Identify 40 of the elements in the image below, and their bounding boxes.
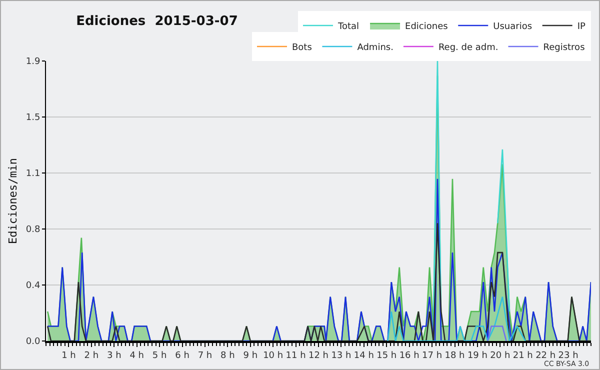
x-tick-label: 22 h: [536, 350, 556, 361]
legend-label: Ediciones: [405, 22, 448, 32]
x-tick-label: 10 h: [263, 350, 284, 361]
line-series: [387, 296, 526, 341]
x-tick-label: 9 h: [243, 350, 258, 361]
x-tick-label: 14 h: [354, 350, 374, 361]
legend-label: IP: [577, 22, 586, 32]
x-tick-label: 5 h: [152, 350, 167, 361]
x-tick-label: 21 h: [512, 350, 533, 361]
x-tick-label: 3 h: [106, 350, 122, 361]
y-tick-label: 1.9: [26, 57, 40, 68]
legend-label: Reg. de adm.: [438, 43, 498, 54]
x-tick-label: 17 h: [422, 350, 442, 361]
x-tick-label: 18 h: [444, 350, 465, 361]
x-tick-label: 6 h: [175, 350, 190, 361]
x-tick-label: 20 h: [490, 350, 510, 361]
x-tick-label: 2 h: [84, 350, 99, 361]
legend-label: Total: [337, 22, 360, 32]
legend-label: Bots: [292, 43, 312, 54]
x-tick-label: 12 h: [308, 350, 329, 361]
x-tick-label: 19 h: [467, 350, 488, 361]
y-tick-label: 1.1: [26, 169, 40, 180]
x-tick-label: 4 h: [130, 350, 144, 361]
x-tick-label: 13 h: [331, 350, 352, 361]
x-tick-label: 1 h: [62, 350, 76, 361]
x-tick-label: 16 h: [399, 350, 420, 361]
x-tick-label: 11 h: [286, 350, 306, 361]
chart-title: Ediciones 2015-03-07: [76, 14, 238, 29]
x-tick-label: 15 h: [376, 350, 397, 361]
x-tick-label: 7 h: [198, 350, 212, 361]
x-tick-label: 8 h: [220, 350, 235, 361]
y-tick-label: 1.5: [26, 113, 40, 124]
y-axis-title: Ediciones/min: [6, 158, 20, 244]
legend-label: Registros: [543, 43, 586, 54]
legend-label: Usuarios: [493, 22, 532, 32]
y-tick-label: 0.8: [26, 225, 40, 236]
legend-label: Admins.: [357, 43, 394, 54]
x-tick-label: 23 h: [558, 350, 578, 361]
y-tick-label: 0.4: [26, 281, 40, 292]
y-tick-label: 0.0: [26, 337, 40, 348]
